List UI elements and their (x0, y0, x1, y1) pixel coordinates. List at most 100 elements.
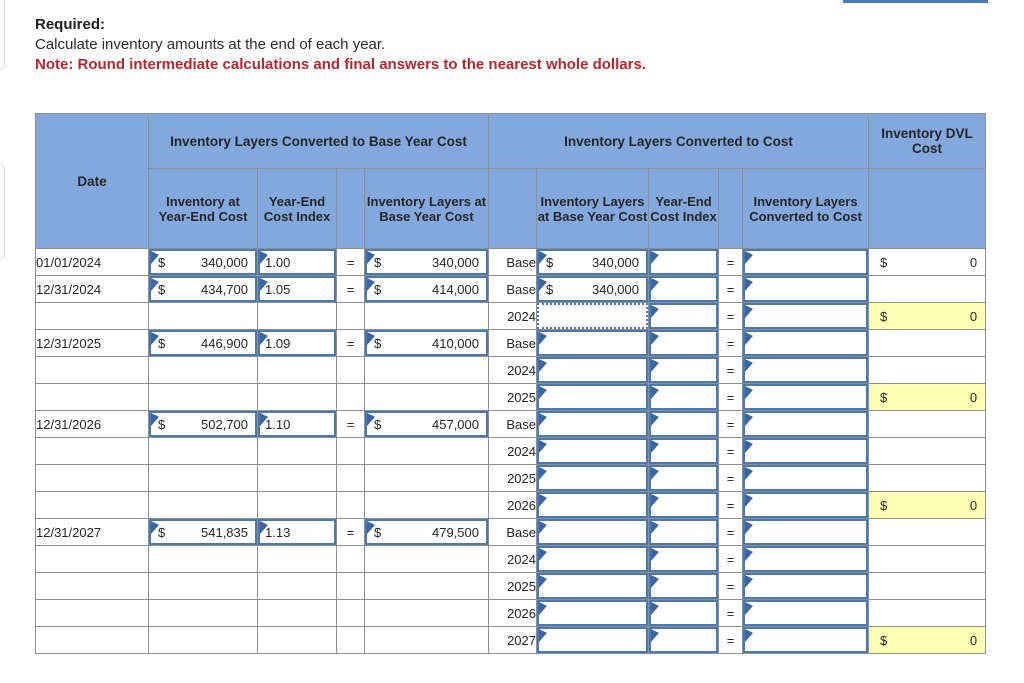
inventory-at-year-end-cost-input[interactable]: $502,700 (149, 411, 257, 437)
year-end-cost-index-input-2[interactable] (649, 492, 718, 518)
table-row: 2027 = $0 (35, 626, 987, 654)
layers-at-base-year-cost-input-2[interactable] (537, 492, 648, 518)
equals-cell (336, 437, 365, 465)
layers-at-base-year-cost-input-2[interactable] (537, 465, 648, 491)
layers-at-base-year-cost-input-2-selected[interactable] (537, 303, 648, 329)
year-end-cost-index-input-2[interactable] (649, 303, 718, 329)
comment-flag-icon (651, 575, 659, 588)
year-end-cost-index-input-2[interactable] (649, 438, 718, 464)
year-end-cost-index-input[interactable]: 1.13 (258, 519, 336, 545)
layers-at-base-year-cost-cell-2 (536, 518, 649, 546)
comment-flag-icon (651, 386, 659, 399)
layers-converted-to-cost-input[interactable] (743, 357, 868, 383)
index-value: 1.13 (265, 524, 291, 540)
table-row: 12/31/2025 $446,900 1.09 = $410,000 Base = (35, 329, 987, 357)
layers-at-base-year-cost-input-2[interactable]: $340,000 (537, 249, 648, 275)
layers-at-base-year-cost-cell: $457,000 (364, 410, 489, 438)
layers-converted-to-cost-input[interactable] (743, 492, 868, 518)
year-end-cost-index-cell (257, 464, 337, 492)
year-end-cost-index-input[interactable]: 1.09 (258, 330, 336, 356)
layers-converted-to-cost-cell (741, 599, 870, 627)
comment-flag-icon (367, 278, 375, 291)
layers-at-base-year-cost-input-2[interactable]: $340,000 (537, 276, 648, 302)
layers-at-base-year-cost-input-2[interactable] (537, 438, 648, 464)
year-end-cost-index-cell-2 (648, 518, 719, 546)
inventory-at-year-end-cost-input[interactable]: $434,700 (149, 276, 257, 302)
layers-at-base-year-cost-input[interactable]: $340,000 (365, 249, 488, 275)
amount-value: 414,000 (432, 281, 479, 297)
layers-at-base-year-cost-input[interactable]: $414,000 (365, 276, 488, 302)
layers-converted-to-cost-input[interactable] (743, 519, 868, 545)
equals-sign: = (726, 389, 735, 405)
year-end-cost-index-input-2[interactable] (649, 249, 718, 275)
year-end-cost-index-input-2[interactable] (649, 546, 718, 572)
year-end-cost-index-input-2[interactable] (649, 627, 718, 653)
year-end-cost-index-cell (257, 437, 337, 465)
layers-converted-to-cost-input[interactable] (743, 249, 868, 275)
dvl-cost-cell (868, 599, 987, 627)
layers-converted-to-cost-input[interactable] (743, 276, 868, 302)
year-end-cost-index-input-2[interactable] (649, 276, 718, 302)
equals-cell-2: = (718, 329, 743, 357)
year-end-cost-index-input-2[interactable] (649, 519, 718, 545)
layers-converted-to-cost-input[interactable] (743, 600, 868, 626)
year-end-cost-index-input-2[interactable] (649, 411, 718, 437)
layers-converted-to-cost-input[interactable] (743, 330, 868, 356)
layers-converted-to-cost-input[interactable] (743, 465, 868, 491)
layers-at-base-year-cost-input[interactable]: $410,000 (365, 330, 488, 356)
equals-cell-2: = (718, 518, 743, 546)
col-header-equals-spacer-2 (718, 168, 743, 249)
year-end-cost-index-cell: 1.00 (257, 248, 337, 276)
layers-converted-to-cost-input[interactable] (743, 303, 868, 329)
dvl-cost-cell (868, 329, 987, 357)
layers-at-base-year-cost-input-2[interactable] (537, 384, 648, 410)
equals-sign: = (726, 632, 735, 648)
layers-at-base-year-cost-input-2[interactable] (537, 546, 648, 572)
layer-year-label-cell: 2024 (488, 437, 537, 465)
layers-at-base-year-cost-input-2[interactable] (537, 357, 648, 383)
equals-cell (336, 572, 365, 600)
table-row: 2026 = (35, 599, 987, 627)
comment-flag-icon (539, 386, 547, 399)
inventory-at-year-end-cost-input[interactable]: $541,835 (149, 519, 257, 545)
comment-flag-icon (745, 305, 753, 318)
year-end-cost-index-cell-2 (648, 437, 719, 465)
layers-at-base-year-cost-input-2[interactable] (537, 519, 648, 545)
year-end-cost-index-input-2[interactable] (649, 573, 718, 599)
year-end-cost-index-input-2[interactable] (649, 465, 718, 491)
year-end-cost-index-cell-2 (648, 356, 719, 384)
layers-at-base-year-cost-input-2[interactable] (537, 627, 648, 653)
comment-flag-icon (539, 359, 547, 372)
inventory-at-year-end-cost-input[interactable]: $446,900 (149, 330, 257, 356)
year-end-cost-index-input[interactable]: 1.10 (258, 411, 336, 437)
layers-converted-to-cost-input[interactable] (743, 438, 868, 464)
year-end-cost-index-input-2[interactable] (649, 384, 718, 410)
year-end-cost-index-input-2[interactable] (649, 330, 718, 356)
equals-cell-2: = (718, 383, 743, 411)
layers-at-base-year-cost-input[interactable]: $479,500 (365, 519, 488, 545)
table-row: 2024 = (35, 545, 987, 573)
inventory-at-year-end-cost-input[interactable]: $340,000 (149, 249, 257, 275)
layers-at-base-year-cost-input[interactable]: $457,000 (365, 411, 488, 437)
dvl-amount: 0 (969, 254, 978, 270)
col-header-equals-spacer (336, 168, 365, 249)
inventory-at-year-end-cost-cell: $434,700 (148, 275, 258, 303)
comment-flag-icon (260, 251, 268, 264)
layers-at-base-year-cost-input-2[interactable] (537, 573, 648, 599)
layers-at-base-year-cost-input-2[interactable] (537, 411, 648, 437)
layers-converted-to-cost-input[interactable] (743, 546, 868, 572)
year-end-cost-index-input-2[interactable] (649, 357, 718, 383)
equals-sign: = (726, 308, 735, 324)
layers-at-base-year-cost-input-2[interactable] (537, 600, 648, 626)
layers-converted-to-cost-input[interactable] (743, 384, 868, 410)
layers-at-base-year-cost-input-2[interactable] (537, 330, 648, 356)
comment-flag-icon (745, 413, 753, 426)
year-end-cost-index-input[interactable]: 1.00 (258, 249, 336, 275)
col-header-layers-at-base-year-cost-2: Inventory Layers at Base Year Cost (536, 168, 649, 249)
year-end-cost-index-input[interactable]: 1.05 (258, 276, 336, 302)
layers-converted-to-cost-input[interactable] (743, 411, 868, 437)
year-end-cost-index-input-2[interactable] (649, 600, 718, 626)
layers-converted-to-cost-input[interactable] (743, 573, 868, 599)
inventory-at-year-end-cost-cell (148, 383, 258, 411)
layers-converted-to-cost-input[interactable] (743, 627, 868, 653)
